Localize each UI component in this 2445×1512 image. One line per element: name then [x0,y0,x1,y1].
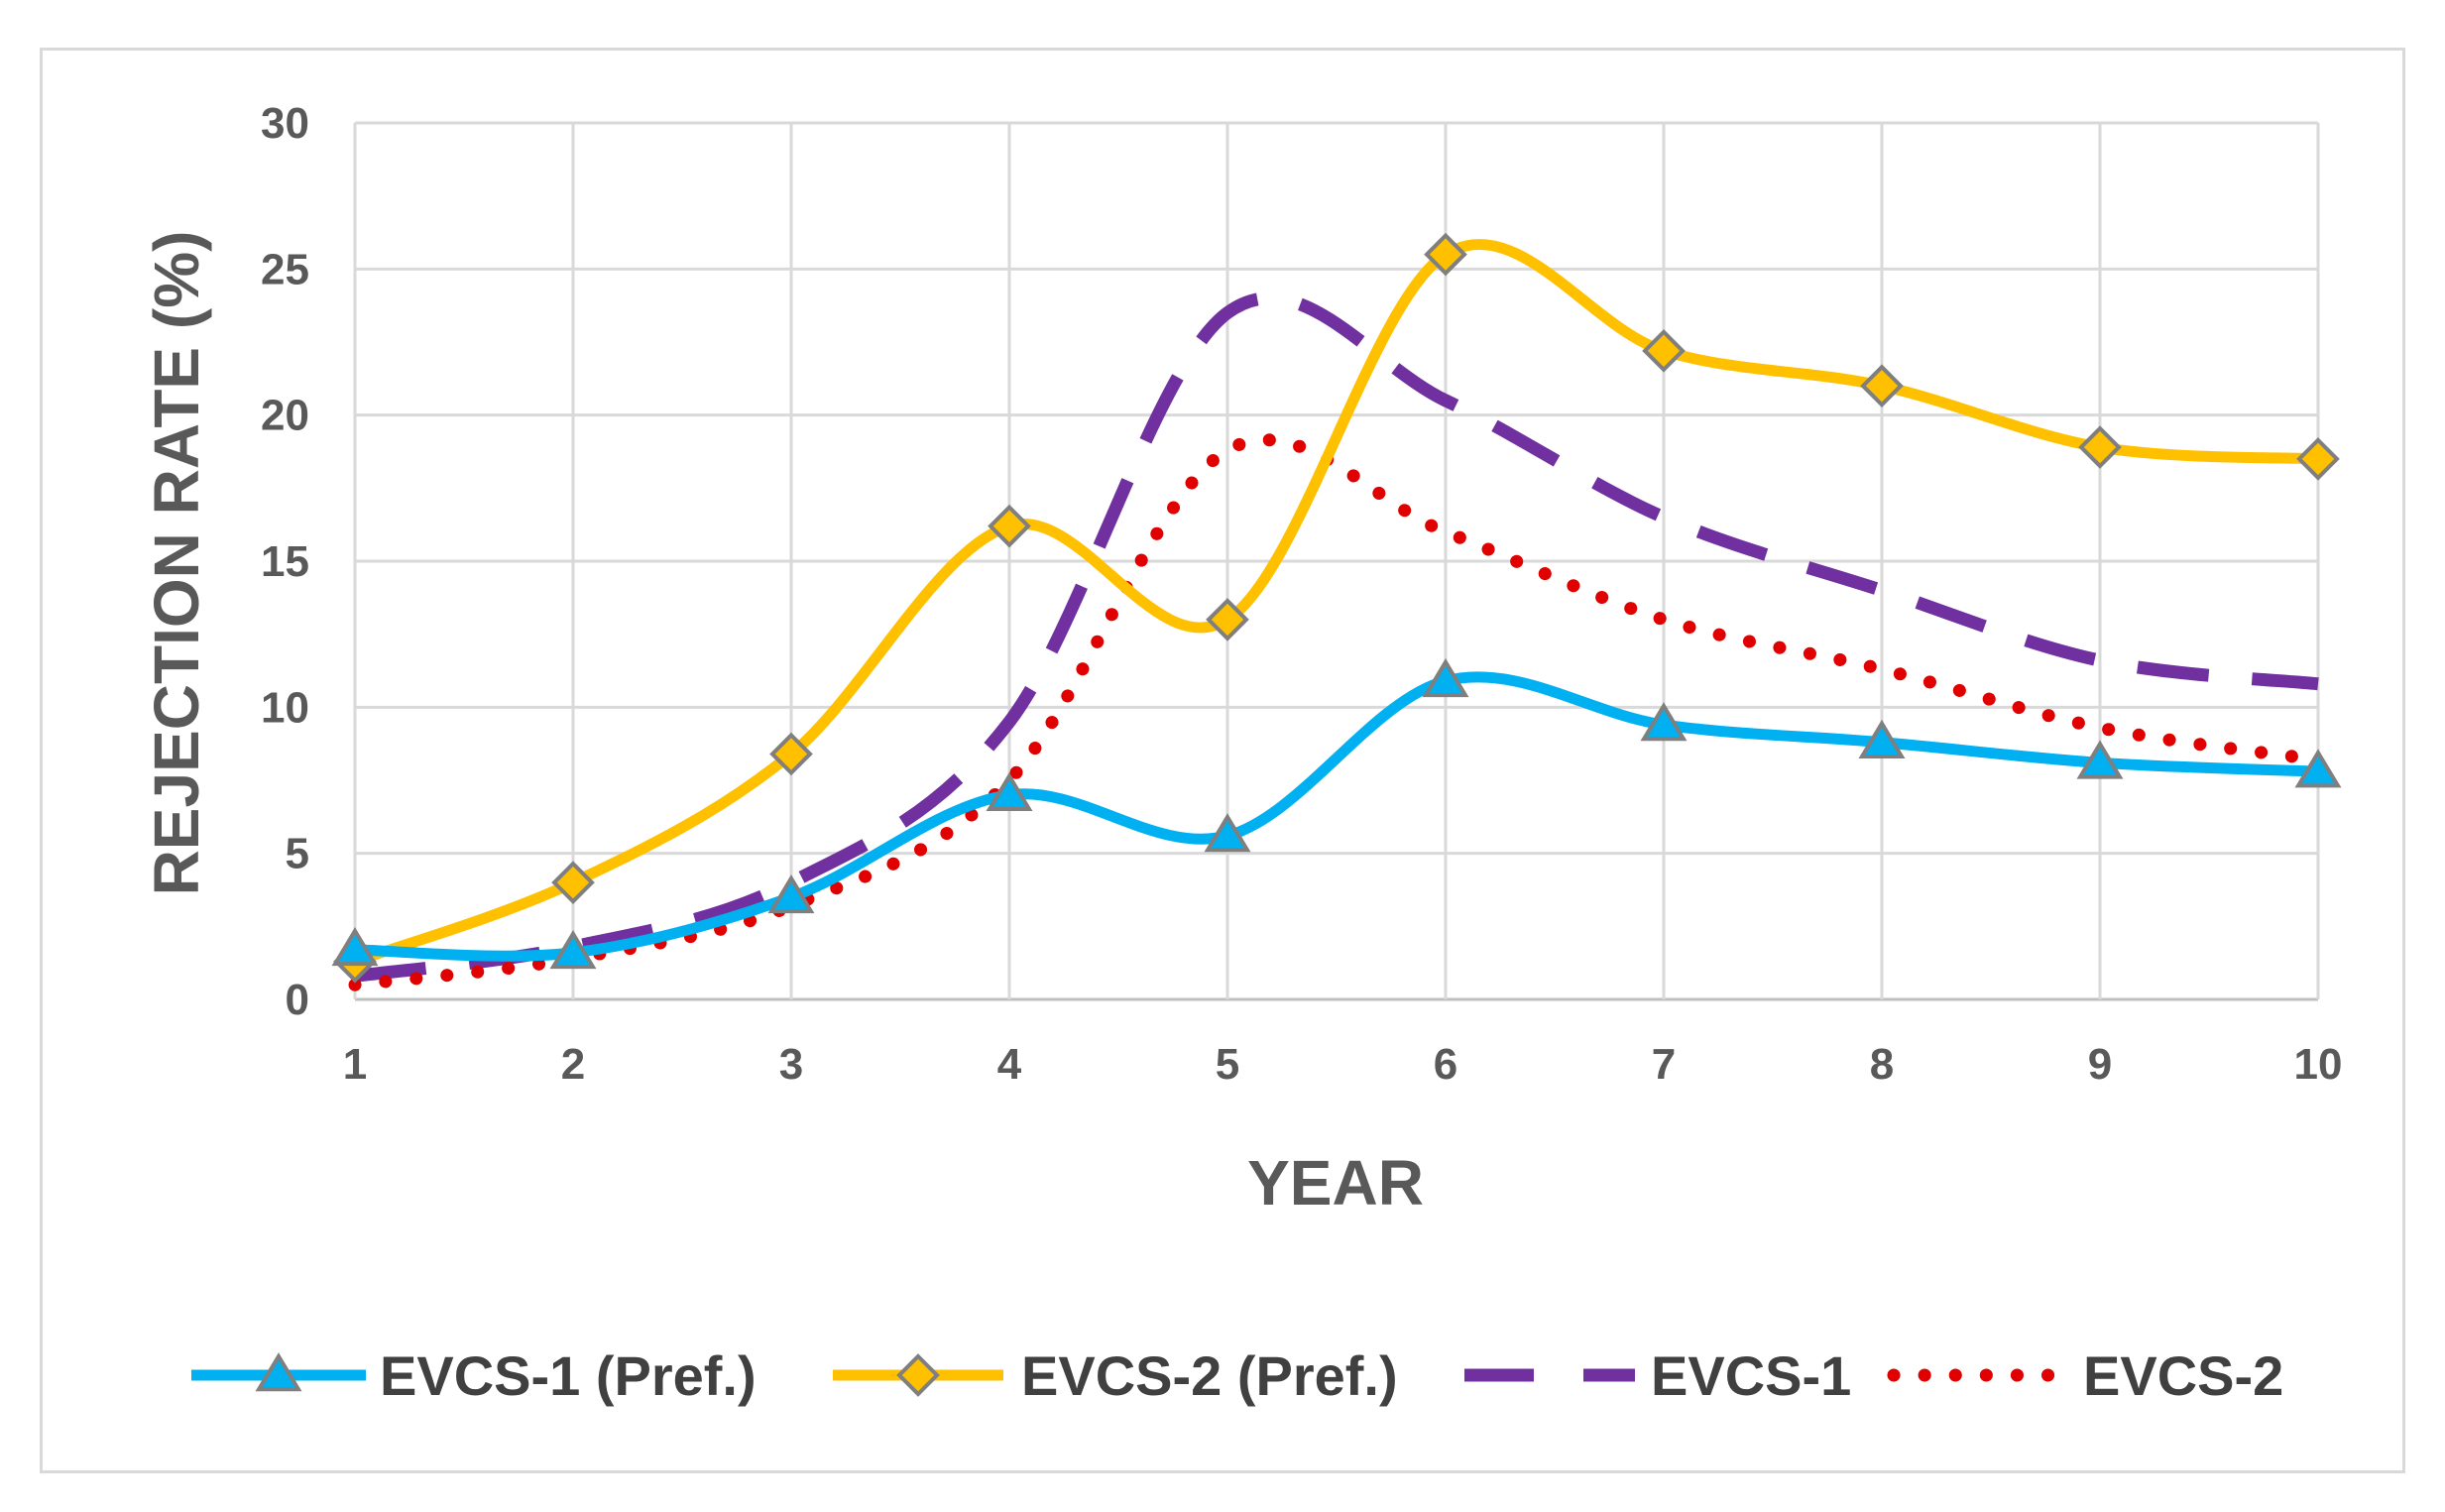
data-point-evcs-2-pref [1642,329,1686,373]
data-point-evcs-1-pref [2294,749,2342,788]
y-axis-title: REJECTION RATE (%) [141,231,212,896]
x-tick-label: 10 [2294,1040,2343,1089]
y-tick-label: 30 [261,99,309,148]
data-point-evcs-2-pref [551,861,595,904]
data-point-evcs-1-pref [2076,740,2124,779]
data-point-evcs-2-pref [2078,425,2122,469]
x-tick-label: 6 [1434,1040,1457,1089]
legend-label-evcs-2-pref: EVCS-2 (Pref.) [1021,1344,1398,1407]
series-evcs-2 [348,433,2325,991]
legend-label-evcs-1-pref: EVCS-1 (Pref.) [380,1344,757,1407]
data-point-evcs-1-pref [331,927,379,967]
y-tick-label: 20 [261,392,309,440]
data-point-evcs-1-pref [1858,719,1906,758]
series-line-evcs-1 [354,291,2319,983]
legend-label-evcs-1: EVCS-1 [1651,1344,1851,1407]
series-line-evcs-2-pref [353,239,2319,967]
data-point-evcs-1-pref [986,771,1033,811]
x-tick-label: 9 [2088,1040,2112,1089]
x-tick-label: 1 [343,1040,367,1089]
series-evcs-1 [354,291,2319,983]
series-line-evcs-2 [348,433,2325,991]
y-tick-label: 10 [261,683,309,732]
y-tick-label: 0 [286,976,309,1024]
x-tick-label: 3 [779,1040,803,1089]
y-tick-labels: 0 5 10 15 20 25 30 [261,99,309,1024]
x-tick-label: 4 [997,1040,1022,1089]
x-tick-label: 5 [1216,1040,1239,1089]
data-point-evcs-1-pref [767,873,815,914]
series-evcs-2-pref [333,232,2340,984]
x-tick-labels: 1 2 3 4 5 6 7 8 9 10 [343,1040,2343,1089]
legend-label-evcs-2: EVCS-2 [2083,1344,2283,1407]
x-axis-title: YEAR [1247,1147,1424,1219]
x-tick-label: 7 [1652,1040,1676,1089]
data-point-evcs-1-pref [1204,813,1251,853]
data-point-evcs-2-pref [1860,364,1904,408]
series-line-evcs-1-pref [354,671,2319,962]
y-tick-label: 25 [261,245,309,293]
grid-lines [353,121,2320,1001]
y-tick-label: 15 [261,537,309,586]
x-tick-label: 2 [561,1040,585,1089]
legend-item-evcs-1: EVCS-1 [1464,1344,1851,1407]
data-point-evcs-1-pref [1422,657,1469,698]
data-point-evcs-2-pref [988,504,1031,548]
series-layer [331,232,2342,991]
series-evcs-1-pref [331,657,2342,970]
data-point-evcs-2-pref [1206,598,1249,641]
data-point-evcs-2-pref [1424,232,1467,277]
legend-item-evcs-2: EVCS-2 [1887,1344,2283,1407]
legend-marker-evcs-1-pref [255,1352,302,1392]
legend-item-evcs-2-pref: EVCS-2 (Pref.) [833,1344,1398,1407]
legend-item-evcs-1-pref: EVCS-1 (Pref.) [191,1344,757,1407]
data-point-evcs-2-pref [2296,437,2340,481]
data-point-evcs-1-pref [1640,702,1688,742]
x-tick-label: 8 [1870,1040,1894,1089]
data-point-evcs-1-pref [549,929,597,970]
legend: EVCS-1 (Pref.) EVCS-2 (Pref.) EVCS-1 EVCS-2 [191,1344,2283,1407]
y-tick-label: 5 [286,830,309,878]
legend-marker-evcs-2-pref [896,1353,940,1397]
data-point-evcs-2-pref [769,732,813,776]
